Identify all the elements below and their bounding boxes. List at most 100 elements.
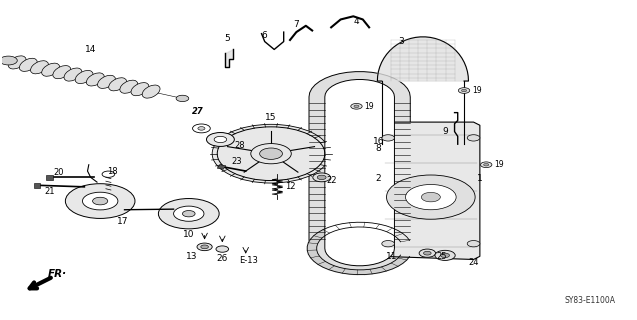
Polygon shape bbox=[325, 80, 394, 266]
Bar bbox=[47, 175, 53, 180]
Text: 5: 5 bbox=[224, 34, 229, 43]
Circle shape bbox=[92, 197, 108, 205]
Text: FR·: FR· bbox=[48, 269, 68, 279]
Circle shape bbox=[159, 198, 219, 229]
Text: 3: 3 bbox=[398, 37, 404, 46]
Circle shape bbox=[0, 56, 17, 65]
Text: 20: 20 bbox=[54, 168, 64, 177]
Polygon shape bbox=[370, 223, 380, 228]
Text: 19: 19 bbox=[494, 160, 504, 169]
Circle shape bbox=[206, 132, 234, 147]
Circle shape bbox=[387, 175, 475, 219]
Text: 1: 1 bbox=[477, 174, 483, 183]
Polygon shape bbox=[376, 224, 386, 230]
Circle shape bbox=[382, 241, 394, 247]
Polygon shape bbox=[323, 227, 334, 233]
Circle shape bbox=[480, 162, 492, 168]
Text: 7: 7 bbox=[294, 20, 299, 29]
Polygon shape bbox=[318, 261, 329, 267]
Polygon shape bbox=[364, 222, 372, 228]
Polygon shape bbox=[391, 231, 403, 236]
Circle shape bbox=[82, 192, 118, 210]
Ellipse shape bbox=[131, 83, 149, 96]
Polygon shape bbox=[382, 265, 392, 271]
Circle shape bbox=[176, 95, 189, 101]
Circle shape bbox=[182, 211, 195, 217]
Circle shape bbox=[216, 246, 229, 252]
Polygon shape bbox=[398, 255, 410, 260]
Text: 17: 17 bbox=[117, 217, 128, 226]
Text: 25: 25 bbox=[436, 252, 447, 261]
Polygon shape bbox=[387, 263, 398, 269]
Polygon shape bbox=[377, 37, 468, 81]
Text: 21: 21 bbox=[45, 187, 55, 196]
Polygon shape bbox=[307, 243, 318, 247]
Text: 15: 15 bbox=[265, 113, 277, 122]
Circle shape bbox=[317, 175, 326, 180]
Text: 14: 14 bbox=[85, 45, 96, 54]
Bar bbox=[217, 165, 226, 169]
Polygon shape bbox=[309, 72, 410, 274]
Circle shape bbox=[467, 241, 480, 247]
Polygon shape bbox=[335, 268, 345, 273]
Polygon shape bbox=[398, 237, 410, 242]
Polygon shape bbox=[370, 268, 380, 274]
Circle shape bbox=[354, 105, 359, 108]
Bar bbox=[34, 183, 40, 188]
Polygon shape bbox=[225, 50, 233, 67]
Polygon shape bbox=[382, 226, 392, 232]
Polygon shape bbox=[314, 259, 326, 264]
Circle shape bbox=[192, 124, 210, 133]
Circle shape bbox=[351, 103, 362, 109]
Polygon shape bbox=[308, 239, 319, 244]
Text: 6: 6 bbox=[262, 31, 268, 40]
Polygon shape bbox=[342, 223, 352, 228]
Text: 19: 19 bbox=[472, 86, 482, 95]
Text: 24: 24 bbox=[468, 258, 479, 267]
Circle shape bbox=[66, 184, 135, 219]
Text: 26: 26 bbox=[217, 254, 228, 263]
Circle shape bbox=[424, 251, 431, 255]
Text: 9: 9 bbox=[442, 127, 448, 136]
Circle shape bbox=[102, 171, 115, 177]
Polygon shape bbox=[395, 258, 406, 263]
Ellipse shape bbox=[41, 63, 59, 76]
Circle shape bbox=[441, 253, 450, 258]
Polygon shape bbox=[364, 269, 372, 275]
Circle shape bbox=[212, 124, 330, 183]
Circle shape bbox=[421, 192, 440, 202]
Circle shape bbox=[459, 88, 469, 93]
Text: 2: 2 bbox=[376, 174, 382, 183]
Text: 19: 19 bbox=[364, 102, 374, 111]
Polygon shape bbox=[350, 269, 357, 275]
Text: 18: 18 bbox=[108, 166, 118, 176]
Text: 27: 27 bbox=[192, 107, 204, 116]
Polygon shape bbox=[357, 270, 365, 275]
Circle shape bbox=[313, 173, 331, 182]
Circle shape bbox=[467, 135, 480, 141]
Ellipse shape bbox=[109, 78, 127, 91]
Polygon shape bbox=[387, 228, 398, 234]
Polygon shape bbox=[323, 264, 334, 270]
Ellipse shape bbox=[19, 58, 37, 71]
Text: 16: 16 bbox=[373, 137, 384, 146]
Ellipse shape bbox=[120, 80, 138, 93]
Ellipse shape bbox=[97, 75, 115, 88]
Circle shape bbox=[435, 250, 455, 260]
Text: 28: 28 bbox=[234, 141, 245, 150]
Text: 13: 13 bbox=[186, 252, 197, 261]
Circle shape bbox=[214, 136, 227, 143]
Circle shape bbox=[483, 164, 489, 166]
Text: 12: 12 bbox=[285, 182, 296, 191]
Polygon shape bbox=[350, 222, 357, 227]
Polygon shape bbox=[335, 224, 345, 229]
Ellipse shape bbox=[8, 56, 26, 69]
Circle shape bbox=[462, 89, 466, 92]
Ellipse shape bbox=[53, 66, 71, 79]
Polygon shape bbox=[342, 269, 352, 274]
Polygon shape bbox=[376, 267, 386, 273]
Text: 22: 22 bbox=[326, 176, 336, 185]
Text: 11: 11 bbox=[385, 252, 397, 261]
Text: 4: 4 bbox=[354, 17, 359, 26]
Circle shape bbox=[260, 148, 282, 159]
